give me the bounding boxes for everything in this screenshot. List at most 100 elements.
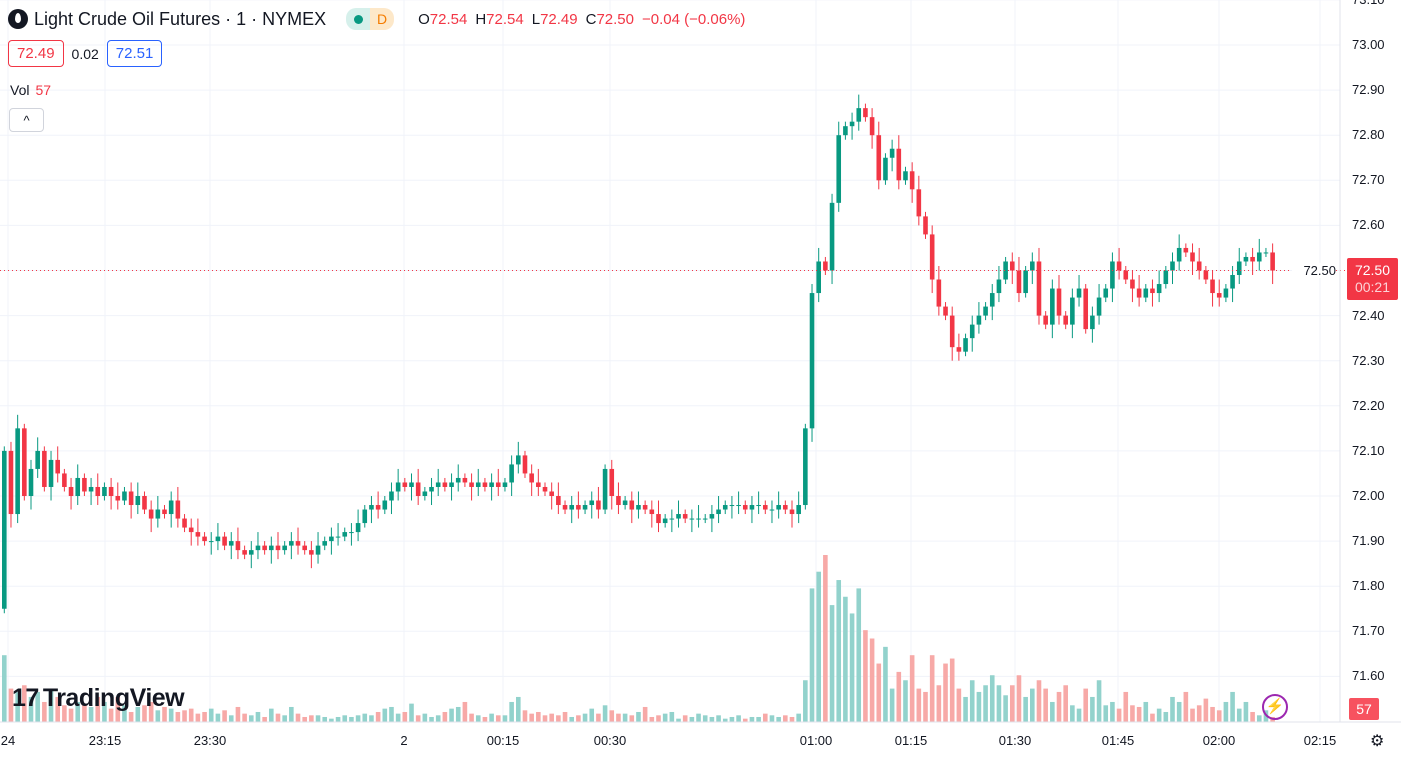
candle	[1136, 288, 1142, 298]
candle	[442, 482, 448, 487]
volume-bar	[809, 588, 815, 722]
sell-button[interactable]: 72.49	[8, 40, 64, 67]
volume-bar	[22, 685, 27, 722]
market-status-badge[interactable]: D	[346, 8, 395, 30]
volume-bar	[1090, 696, 1095, 722]
volume-bar	[876, 663, 882, 722]
candle	[1223, 288, 1229, 298]
volume-bar	[529, 713, 534, 722]
candle	[262, 545, 267, 551]
volume-bar	[195, 713, 201, 722]
volume-bar	[1023, 696, 1028, 722]
candle	[529, 473, 534, 483]
candle	[783, 505, 788, 510]
volume-bar	[762, 713, 768, 722]
close-label: C	[585, 10, 597, 28]
candle	[622, 500, 628, 506]
candle	[756, 505, 761, 507]
candle	[742, 505, 748, 510]
candle	[1096, 297, 1102, 316]
candle	[762, 505, 768, 510]
candle	[963, 338, 968, 352]
candle	[75, 477, 81, 496]
volume-bar	[1190, 708, 1195, 722]
candle	[789, 509, 795, 515]
candle	[342, 532, 348, 537]
candle	[1070, 297, 1075, 325]
volume-bar	[75, 701, 81, 722]
volume-bar	[275, 713, 281, 722]
candle	[435, 482, 441, 487]
price-tick-label: 72.10	[1352, 442, 1385, 458]
candle	[122, 491, 127, 501]
price-tick-label: 72.40	[1352, 307, 1385, 323]
candle	[589, 500, 595, 506]
volume-bar	[769, 715, 775, 722]
settings-gear-icon[interactable]: ⚙	[1370, 733, 1385, 750]
candle	[1263, 252, 1269, 254]
volume-bar	[649, 716, 655, 722]
volume-bar	[342, 715, 348, 722]
candle	[916, 189, 922, 217]
candle	[108, 486, 114, 496]
volume-bar	[1036, 680, 1042, 722]
volume-bar	[455, 706, 461, 722]
candle	[943, 306, 948, 316]
candle	[796, 505, 801, 515]
symbol-title[interactable]: Light Crude Oil Futures · 1 · NYMEX	[34, 8, 327, 29]
volume-bar	[35, 691, 40, 722]
candle	[976, 315, 982, 325]
candle	[1083, 288, 1089, 330]
candle	[856, 108, 862, 122]
logo-text: TradingView	[42, 684, 185, 712]
candle	[949, 315, 955, 348]
time-tick-label: 01:30	[998, 733, 1032, 748]
candle	[1130, 279, 1135, 289]
delayed-badge: D	[370, 8, 395, 30]
candle	[269, 545, 274, 551]
collapse-legend-button[interactable]: ^	[9, 108, 44, 132]
high-label: H	[475, 10, 487, 28]
low-label: L	[531, 10, 541, 28]
price-tick-label: 72.70	[1352, 172, 1385, 188]
candle	[188, 527, 194, 533]
volume-bar	[903, 680, 908, 722]
time-tick-label: 02:15	[1303, 733, 1337, 748]
candle	[195, 532, 201, 537]
candle	[889, 148, 895, 158]
volume-bar	[816, 571, 821, 722]
volume-bar	[582, 713, 588, 722]
candle	[429, 486, 434, 492]
volume-bar	[355, 715, 361, 722]
lightning-icon[interactable]: ⚡	[1262, 694, 1288, 720]
candle	[662, 518, 668, 524]
candle	[1016, 270, 1022, 294]
candle	[1103, 288, 1109, 298]
oil-drop-icon	[8, 9, 28, 29]
volume-bar	[636, 711, 641, 722]
candle	[208, 541, 214, 543]
volume-bar	[1196, 705, 1202, 722]
volume-bar	[803, 680, 808, 722]
candle	[709, 514, 715, 519]
volume-bar	[522, 710, 528, 722]
candle	[148, 509, 154, 519]
volume-bar	[322, 716, 328, 722]
volume-bar	[182, 710, 187, 722]
volume-bar	[722, 718, 728, 722]
candle	[1196, 261, 1202, 271]
candle	[115, 496, 121, 501]
buy-button[interactable]: 72.51	[106, 40, 163, 67]
tradingview-logo[interactable]: 17 TradingView	[12, 684, 185, 713]
candle	[222, 536, 227, 546]
price-tick-label: 71.60	[1352, 668, 1385, 684]
volume-bar	[716, 715, 721, 722]
volume-bar	[823, 555, 828, 722]
volume-bar	[362, 713, 368, 722]
volume-bar	[1250, 711, 1255, 722]
volume-bar	[756, 716, 761, 722]
candle	[642, 505, 648, 510]
candle	[302, 545, 307, 551]
candle	[415, 482, 421, 496]
